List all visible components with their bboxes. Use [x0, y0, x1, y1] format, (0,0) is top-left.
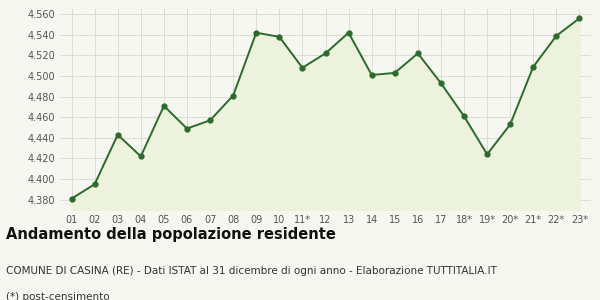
- Text: Andamento della popolazione residente: Andamento della popolazione residente: [6, 226, 336, 242]
- Text: (*) post-censimento: (*) post-censimento: [6, 292, 110, 300]
- Text: COMUNE DI CASINA (RE) - Dati ISTAT al 31 dicembre di ogni anno - Elaborazione TU: COMUNE DI CASINA (RE) - Dati ISTAT al 31…: [6, 266, 497, 275]
